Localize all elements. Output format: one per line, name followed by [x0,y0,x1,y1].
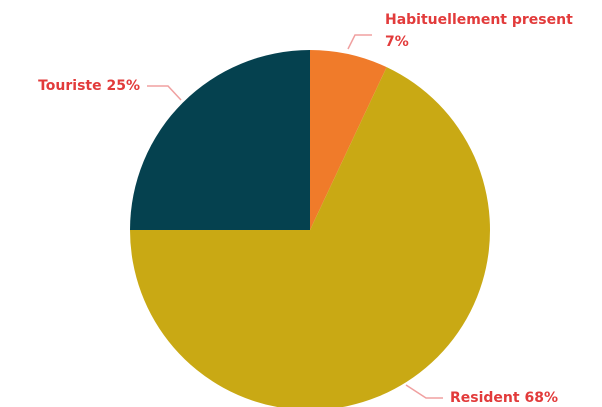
slice-label: Touriste 25% [38,78,140,94]
label-value: 7% [385,34,409,50]
label: Touriste 25% [38,78,140,94]
leader-line [147,85,182,101]
pie-slice [130,50,310,230]
slice-label: Resident 68% [450,390,558,406]
pie-slice [310,50,387,230]
label-name: Resident [450,390,520,406]
label-name: Habituellement present [385,12,573,28]
label-value: 25% [106,78,140,94]
slice-label: Habituellement present 7% [385,12,573,50]
label-name: Touriste [38,78,102,94]
leader-line [347,34,372,50]
pie-slice [130,67,490,407]
leader-line [405,384,443,399]
label-value: 68% [524,390,558,406]
label: Resident 68% [450,390,558,406]
